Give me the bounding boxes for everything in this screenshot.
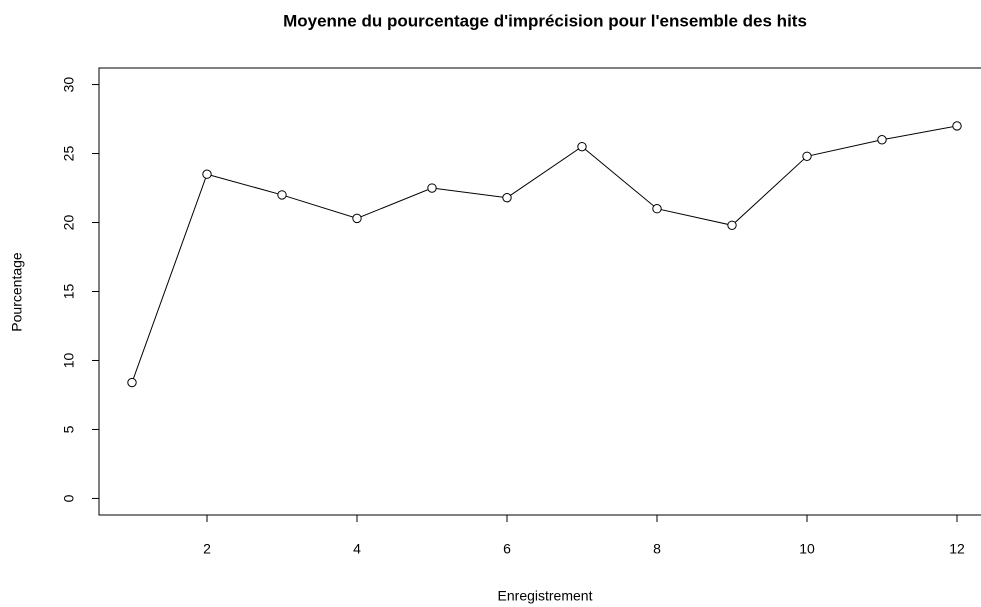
data-point — [127, 377, 137, 388]
y-tick-label: 30 — [61, 77, 77, 93]
x-tick-label: 12 — [949, 541, 965, 557]
x-tick-label: 4 — [353, 541, 361, 557]
data-point — [277, 190, 287, 200]
y-tick-label: 0 — [61, 494, 77, 502]
data-point — [202, 169, 212, 179]
y-tick-label: 15 — [61, 284, 77, 300]
y-tick-label: 20 — [61, 215, 77, 231]
y-tick-label: 5 — [61, 425, 77, 433]
x-tick-label: 2 — [203, 541, 211, 557]
data-point — [802, 151, 812, 161]
plot-frame — [98, 67, 981, 516]
data-point — [577, 141, 587, 152]
data-point — [352, 213, 362, 224]
y-tick-label: 10 — [61, 352, 77, 368]
y-tick-label: 25 — [61, 146, 77, 162]
data-point — [952, 121, 962, 131]
x-tick-label: 8 — [653, 541, 661, 557]
data-point — [427, 183, 437, 193]
data-line — [131, 125, 958, 383]
x-tick-label: 10 — [799, 541, 815, 557]
data-point — [727, 220, 737, 230]
data-point — [502, 192, 512, 203]
chart-title: Moyenne du pourcentage d'imprécision pou… — [283, 11, 807, 30]
x-axis-label: Enregistrement — [498, 588, 593, 604]
data-point — [652, 204, 662, 214]
data-point — [877, 135, 887, 145]
y-axis-label: Pourcentage — [9, 252, 25, 332]
x-tick-label: 6 — [503, 541, 511, 557]
